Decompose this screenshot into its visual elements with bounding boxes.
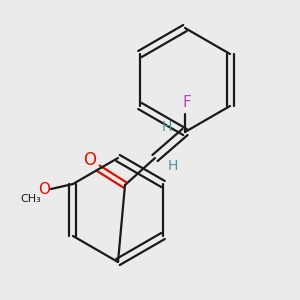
Text: H: H [162, 120, 172, 134]
Text: O: O [38, 182, 50, 196]
Text: H: H [168, 159, 178, 173]
Text: CH₃: CH₃ [21, 194, 41, 204]
Text: F: F [183, 95, 191, 110]
Text: O: O [83, 151, 97, 169]
